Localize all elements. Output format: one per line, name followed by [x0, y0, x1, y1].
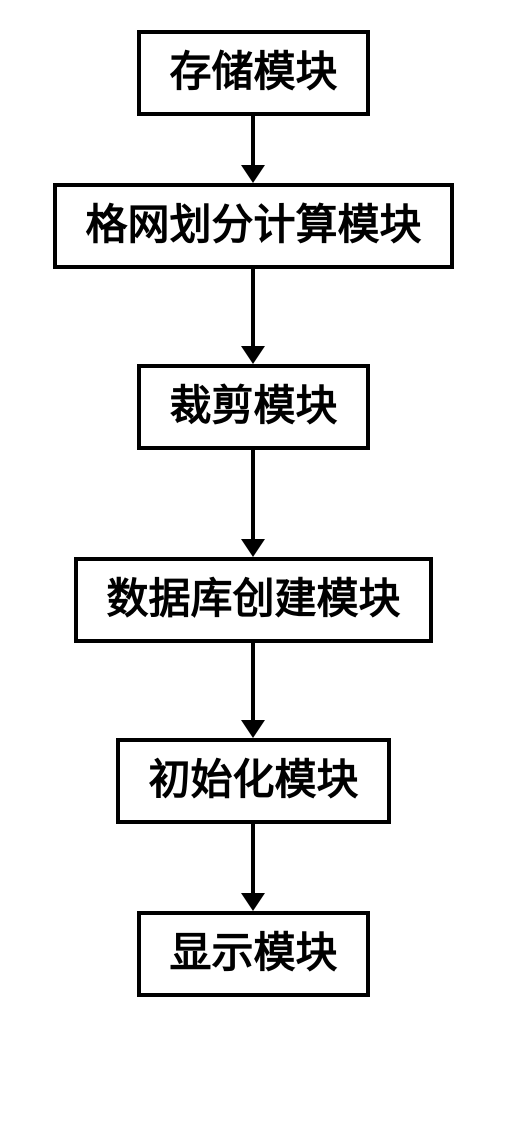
arrow-line: [251, 450, 255, 540]
node-clip: 裁剪模块: [137, 364, 369, 450]
node-display: 显示模块: [137, 911, 369, 997]
arrow-head: [241, 165, 265, 183]
arrow-2: [241, 269, 265, 364]
arrow-3: [241, 450, 265, 557]
arrow-head: [241, 720, 265, 738]
node-db-create-label: 数据库创建模块: [106, 579, 400, 621]
node-grid-calc-label: 格网划分计算模块: [85, 205, 421, 247]
node-grid-calc: 格网划分计算模块: [53, 183, 453, 269]
arrow-1: [241, 116, 265, 183]
arrow-line: [251, 824, 255, 894]
node-db-create: 数据库创建模块: [74, 557, 432, 643]
arrow-head: [241, 539, 265, 557]
node-clip-label: 裁剪模块: [169, 386, 337, 428]
arrow-line: [251, 643, 255, 721]
node-display-label: 显示模块: [169, 933, 337, 975]
arrow-head: [241, 893, 265, 911]
node-storage: 存储模块: [137, 30, 369, 116]
node-init-label: 初始化模块: [148, 760, 358, 802]
arrow-line: [251, 116, 255, 166]
arrow-head: [241, 346, 265, 364]
arrow-line: [251, 269, 255, 347]
flowchart-container: 存储模块 格网划分计算模块 裁剪模块 数据库创建模块 初始化模块 显示模块: [53, 30, 453, 997]
arrow-4: [241, 643, 265, 738]
node-init: 初始化模块: [116, 738, 390, 824]
node-storage-label: 存储模块: [169, 52, 337, 94]
arrow-5: [241, 824, 265, 911]
